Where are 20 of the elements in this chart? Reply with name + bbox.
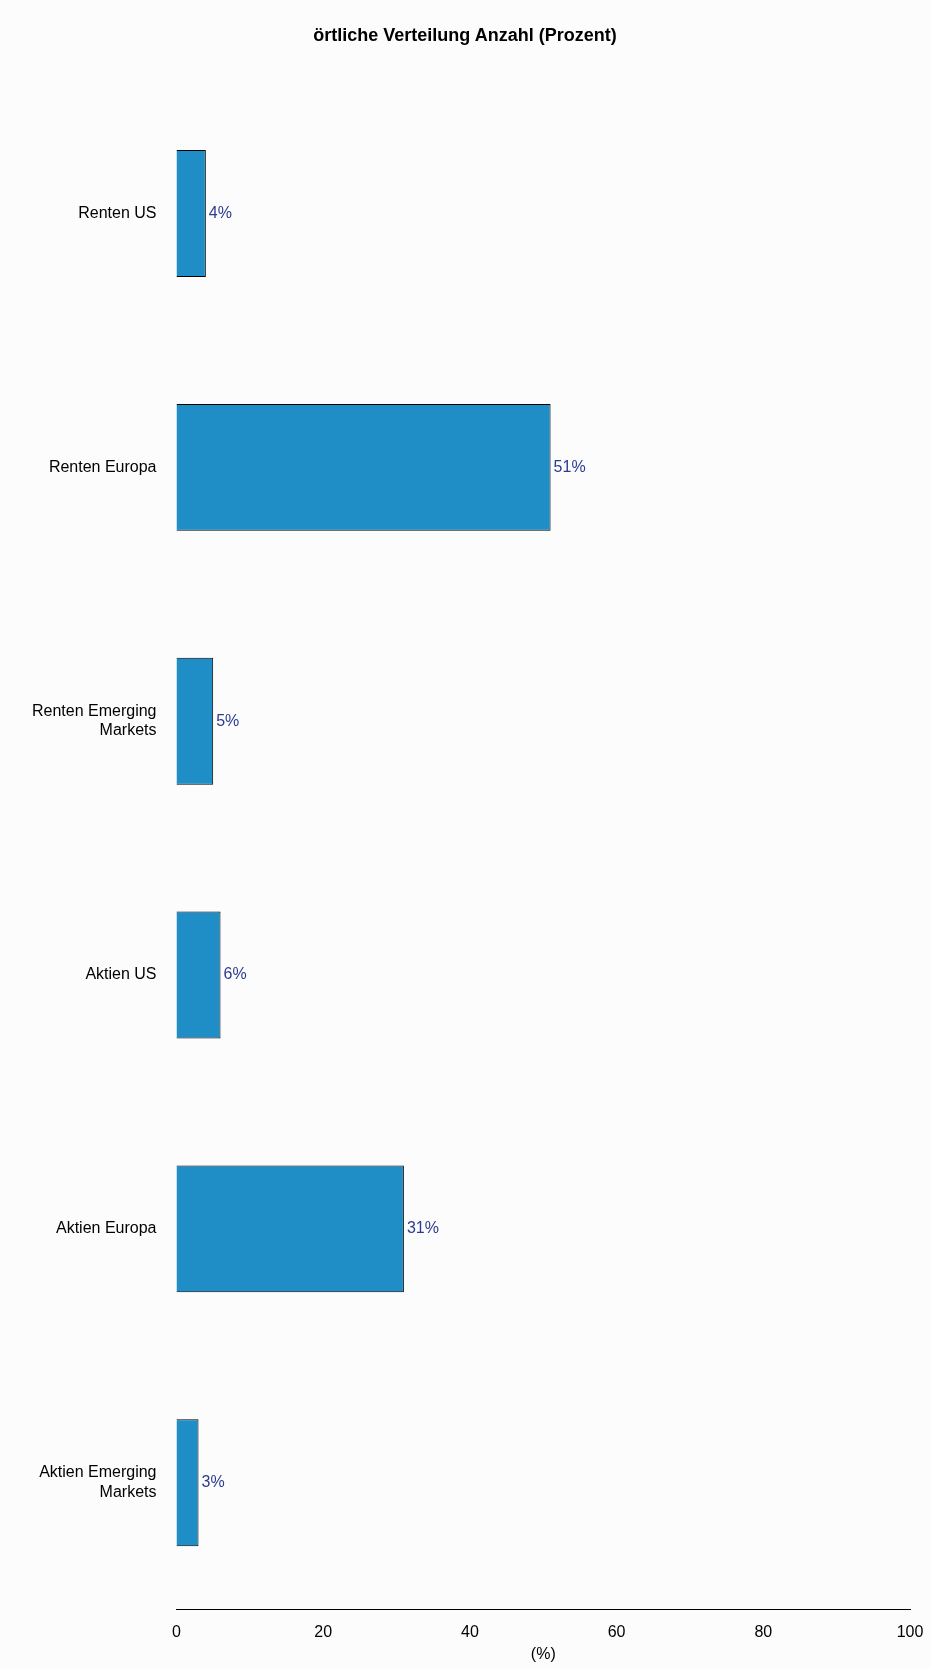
y-tick-label: Aktien US <box>85 965 157 983</box>
x-tick-label: 100 <box>896 1622 924 1640</box>
data-label: 5% <box>216 711 240 729</box>
chart-title: örtliche Verteilung Anzahl (Prozent) <box>313 24 617 45</box>
x-tick-label: 40 <box>461 1622 479 1640</box>
data-label: 4% <box>208 203 232 221</box>
y-tick-label: Aktien Europa <box>56 1219 157 1237</box>
data-label: 3% <box>201 1473 225 1491</box>
x-tick-label: 60 <box>607 1622 626 1640</box>
x-axis-title: (%) <box>530 1644 556 1662</box>
x-tick-label: 20 <box>314 1622 333 1640</box>
y-tick-label: Renten Emerging Markets <box>32 701 157 739</box>
x-tick-label: 0 <box>172 1622 182 1640</box>
y-tick-label: Aktien Emerging Markets <box>39 1463 157 1500</box>
y-tick-label: Renten US <box>78 203 157 221</box>
data-label: 6% <box>223 965 247 983</box>
y-tick-label: Renten Europa <box>48 457 157 475</box>
x-tick-label: 80 <box>754 1622 773 1640</box>
data-label: 51% <box>553 457 586 475</box>
data-label: 31% <box>406 1219 439 1237</box>
